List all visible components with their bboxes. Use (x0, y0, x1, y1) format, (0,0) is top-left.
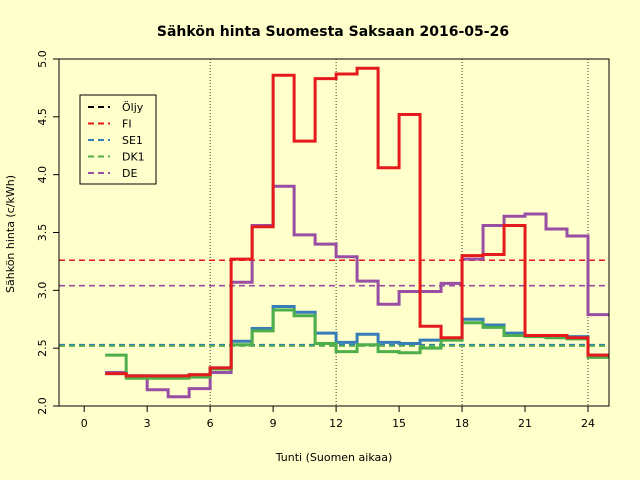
legend-label: DK1 (122, 151, 145, 164)
y-tick-label: 4.0 (36, 166, 49, 184)
y-tick-label: 5.0 (36, 50, 49, 68)
y-tick-label: 2.5 (36, 339, 49, 357)
y-axis-label: Sähkön hinta (c/kWh) (4, 175, 17, 293)
y-tick-label: 3.5 (36, 224, 49, 242)
axis-layer: 0 3 6 9 12 15 18 21 24 2.0 2.5 3.0 3.5 4.0 4.5 5.0 (36, 50, 595, 430)
x-tick-label: 3 (144, 417, 151, 430)
x-tick-label: 18 (455, 417, 469, 430)
series-line (105, 66, 609, 378)
x-tick-label: 0 (81, 417, 88, 430)
chart-title: Sähkön hinta Suomesta Saksaan 2016-05-26 (157, 24, 509, 40)
x-tick-label: 6 (207, 417, 214, 430)
series-layer (105, 66, 609, 399)
x-tick-label: 15 (392, 417, 406, 430)
legend-label: Öljy (122, 101, 144, 114)
legend-label: SE1 (122, 134, 143, 147)
grid-layer (209, 59, 589, 406)
legend-label: DE (122, 167, 137, 180)
x-tick-label: 9 (270, 417, 277, 430)
y-tick-label: 3.0 (36, 282, 49, 300)
x-tick-label: 24 (581, 417, 595, 430)
legend-box (79, 94, 157, 185)
y-tick-label: 2.0 (36, 397, 49, 415)
x-tick-label: 21 (518, 417, 532, 430)
x-axis-label: Tunti (Suomen aikaa) (275, 451, 393, 464)
series-line (105, 184, 609, 399)
legend: Öljy FI SE1 DK1 DE (79, 94, 157, 185)
x-tick-label: 12 (329, 417, 343, 430)
y-tick-label: 4.5 (36, 108, 49, 126)
series-line (105, 305, 609, 378)
legend-label: FI (122, 118, 132, 131)
